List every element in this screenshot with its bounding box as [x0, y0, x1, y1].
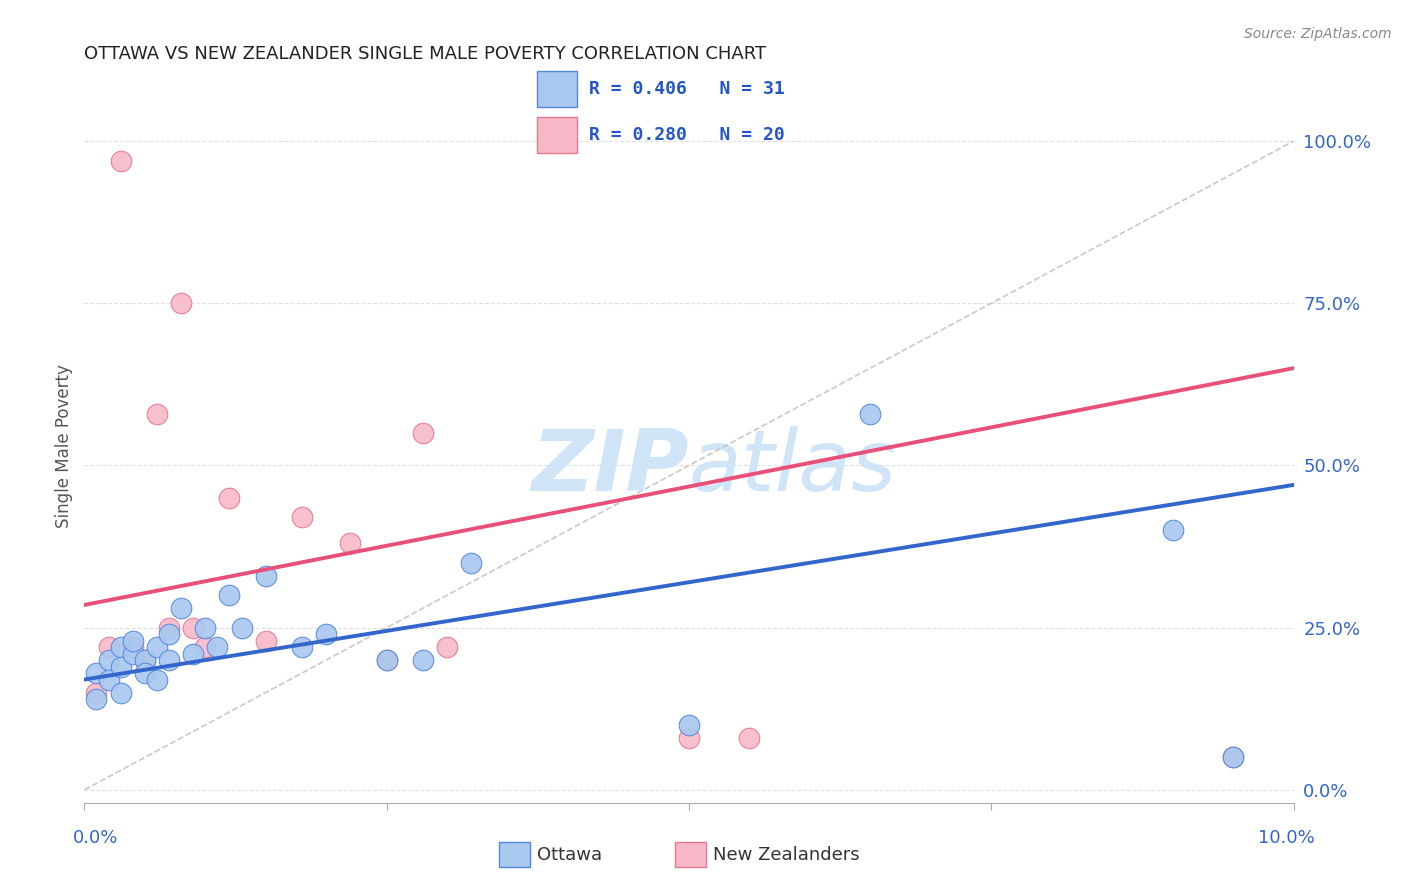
- Text: 0.0%: 0.0%: [73, 829, 118, 847]
- Point: [291, 640, 314, 654]
- Point: [254, 568, 277, 582]
- Text: New Zealanders: New Zealanders: [713, 846, 859, 863]
- Point: [146, 673, 169, 687]
- Point: [1161, 524, 1184, 538]
- Point: [231, 621, 253, 635]
- Point: [121, 640, 143, 654]
- Text: R = 0.406   N = 31: R = 0.406 N = 31: [589, 80, 785, 98]
- Y-axis label: Single Male Poverty: Single Male Poverty: [55, 364, 73, 528]
- Point: [1222, 750, 1244, 764]
- Point: [134, 666, 156, 681]
- Text: ZIP: ZIP: [531, 425, 689, 509]
- Point: [157, 621, 180, 635]
- Point: [412, 425, 434, 440]
- Text: R = 0.280   N = 20: R = 0.280 N = 20: [589, 126, 785, 144]
- Point: [460, 556, 482, 570]
- Point: [678, 731, 700, 745]
- Point: [97, 640, 120, 654]
- Point: [436, 640, 458, 654]
- Point: [859, 407, 882, 421]
- Point: [375, 653, 398, 667]
- Point: [134, 653, 156, 667]
- Text: atlas: atlas: [689, 425, 897, 509]
- Point: [254, 633, 277, 648]
- Point: [110, 153, 132, 168]
- Point: [375, 653, 398, 667]
- Point: [157, 653, 180, 667]
- Point: [315, 627, 337, 641]
- FancyBboxPatch shape: [537, 71, 576, 107]
- Point: [194, 621, 217, 635]
- Point: [121, 633, 143, 648]
- Point: [86, 692, 108, 706]
- Point: [110, 640, 132, 654]
- Point: [339, 536, 361, 550]
- Text: Ottawa: Ottawa: [537, 846, 602, 863]
- Point: [157, 627, 180, 641]
- Point: [181, 621, 204, 635]
- Text: Source: ZipAtlas.com: Source: ZipAtlas.com: [1244, 27, 1392, 41]
- Text: 10.0%: 10.0%: [1258, 829, 1315, 847]
- Point: [110, 659, 132, 673]
- Point: [218, 588, 240, 602]
- Point: [134, 653, 156, 667]
- Point: [86, 685, 108, 699]
- Point: [97, 653, 120, 667]
- Text: OTTAWA VS NEW ZEALANDER SINGLE MALE POVERTY CORRELATION CHART: OTTAWA VS NEW ZEALANDER SINGLE MALE POVE…: [84, 45, 766, 62]
- Point: [412, 653, 434, 667]
- Point: [291, 510, 314, 524]
- Point: [86, 666, 108, 681]
- Point: [110, 685, 132, 699]
- Point: [218, 491, 240, 505]
- Point: [146, 407, 169, 421]
- FancyBboxPatch shape: [537, 118, 576, 153]
- Point: [170, 601, 193, 615]
- Point: [194, 640, 217, 654]
- Point: [678, 718, 700, 732]
- Point: [738, 731, 761, 745]
- Point: [1222, 750, 1244, 764]
- Point: [121, 647, 143, 661]
- Point: [146, 640, 169, 654]
- Point: [97, 673, 120, 687]
- Point: [207, 640, 229, 654]
- Point: [170, 296, 193, 310]
- Point: [181, 647, 204, 661]
